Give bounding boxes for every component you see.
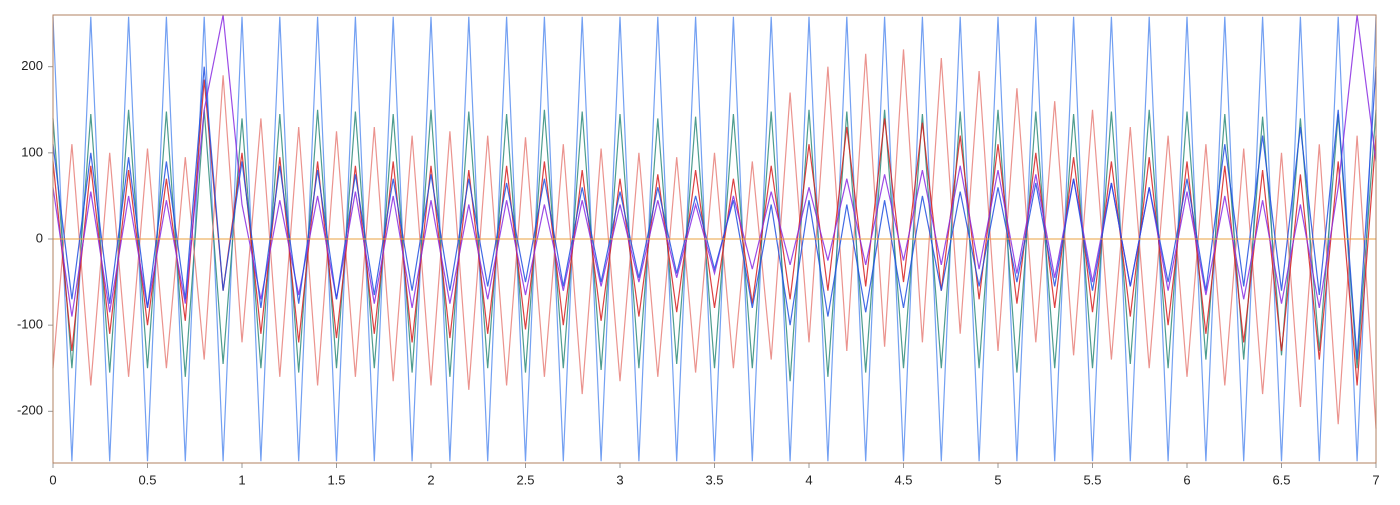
y-tick-label: -100 bbox=[17, 317, 43, 332]
signal-line bbox=[52, 66, 1377, 360]
plot-frame bbox=[52, 14, 1377, 464]
y-tick-label: 0 bbox=[36, 230, 43, 245]
x-tick-label: 6 bbox=[1183, 472, 1190, 487]
x-tick-label: 1 bbox=[238, 472, 245, 487]
x-tick-label: 3 bbox=[616, 472, 623, 487]
x-tick-label: 2.5 bbox=[516, 472, 534, 487]
y-tick-label: 200 bbox=[21, 58, 43, 73]
x-tick-label: 0.5 bbox=[138, 472, 156, 487]
x-tick-label: 1.5 bbox=[327, 472, 345, 487]
x-tick-label: 5.5 bbox=[1083, 472, 1101, 487]
x-tick-label: 6.5 bbox=[1272, 472, 1290, 487]
y-tick-label: 100 bbox=[21, 144, 43, 159]
x-tick-label: 0 bbox=[49, 472, 56, 487]
y-tick-label: -200 bbox=[17, 403, 43, 418]
x-tick-label: 5 bbox=[994, 472, 1001, 487]
x-tick-label: 3.5 bbox=[705, 472, 723, 487]
x-tick-label: 2 bbox=[427, 472, 434, 487]
x-tick-label: 4.5 bbox=[894, 472, 912, 487]
x-tick-label: 4 bbox=[805, 472, 812, 487]
signal-line bbox=[52, 109, 1377, 382]
signal-line bbox=[52, 49, 1377, 429]
signal-line bbox=[52, 16, 1377, 462]
x-tick-label: 7 bbox=[1372, 472, 1379, 487]
